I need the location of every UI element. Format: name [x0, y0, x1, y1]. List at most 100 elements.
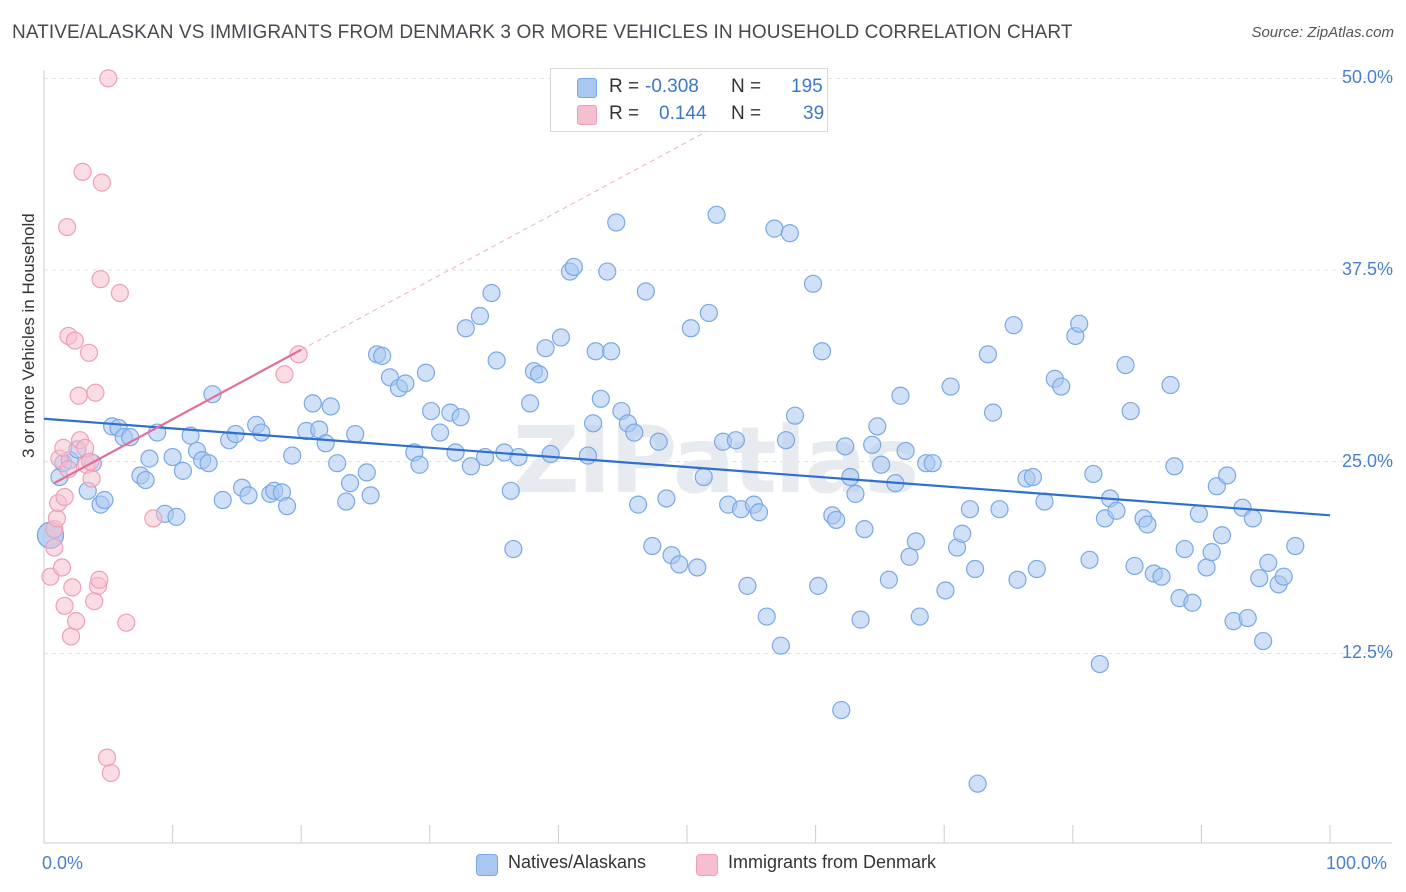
point-natives [879, 570, 899, 589]
point-natives [941, 377, 960, 396]
trend-line-natives [43, 417, 1331, 517]
point-denmark [63, 578, 82, 597]
point-natives [410, 455, 429, 474]
point-natives [283, 446, 302, 465]
point-natives [1107, 501, 1126, 520]
point-natives [536, 339, 555, 358]
point-denmark [117, 613, 136, 632]
point-denmark [85, 592, 104, 611]
legend-swatch-blue [577, 78, 597, 98]
point-natives [1121, 401, 1140, 421]
point-natives [607, 213, 626, 232]
point-natives [1152, 567, 1171, 586]
legend-r-label: R = [609, 76, 640, 97]
gridlines [44, 77, 1392, 654]
point-natives [1189, 504, 1208, 523]
point-natives [657, 489, 676, 508]
point-natives [337, 492, 356, 511]
point-natives [1116, 355, 1135, 375]
point-denmark [101, 763, 120, 783]
point-denmark [79, 343, 99, 362]
point-natives [591, 389, 610, 408]
point-natives [1202, 543, 1221, 562]
point-natives [584, 414, 603, 433]
point-natives [173, 461, 192, 480]
point-natives [688, 558, 707, 577]
x-tick-label-min: 0.0% [42, 853, 84, 873]
point-natives [340, 474, 360, 493]
point-natives [482, 283, 501, 303]
point-natives [509, 447, 528, 467]
point-natives [1023, 467, 1043, 487]
point-natives [896, 441, 915, 461]
point-natives [983, 403, 1003, 422]
point-natives [602, 342, 621, 361]
bottom-legend-swatch-pink [696, 854, 718, 876]
correlation-legend: R = -0.308 N = 195 R = 0.144 N = 39 [550, 68, 828, 132]
point-natives [846, 484, 865, 503]
point-denmark [73, 162, 92, 181]
point-denmark [97, 748, 117, 767]
point-natives [757, 607, 776, 626]
bottom-legend-label: Immigrants from Denmark [728, 852, 937, 872]
point-natives [446, 443, 465, 462]
point-natives [771, 636, 790, 655]
point-natives [1125, 556, 1144, 576]
legend-swatch-pink [577, 105, 597, 125]
point-natives [832, 700, 851, 720]
point-natives [252, 423, 271, 442]
point-natives [1175, 539, 1194, 559]
point-natives [629, 495, 648, 514]
point-natives [199, 454, 218, 473]
point-natives [643, 536, 662, 556]
legend-r-label: R = [609, 103, 640, 124]
legend-r-value: 0.144 [659, 103, 707, 124]
point-denmark [65, 331, 84, 350]
point-natives [699, 303, 718, 323]
point-natives [809, 576, 828, 595]
bottom-legend-swatch-blue [476, 854, 498, 876]
point-denmark [61, 627, 81, 646]
point-natives [749, 503, 769, 522]
point-natives [213, 490, 232, 510]
point-natives [1090, 654, 1109, 674]
point-natives [541, 444, 560, 464]
point-natives [564, 257, 583, 277]
point-natives [470, 306, 490, 326]
point-natives [456, 319, 475, 338]
point-denmark [91, 270, 110, 289]
point-natives [694, 467, 713, 487]
point-natives [1274, 567, 1293, 586]
point-denmark [52, 558, 72, 577]
point-natives [841, 467, 860, 487]
point-natives [1161, 375, 1180, 395]
y-axis-title: 3 or more Vehicles in Household [19, 213, 38, 458]
point-denmark [67, 612, 86, 631]
point-natives [681, 319, 700, 338]
y-tick-label: 12.5% [1341, 642, 1393, 663]
point-natives [140, 449, 159, 468]
point-natives [738, 576, 757, 595]
point-natives [321, 397, 340, 416]
point-natives [936, 581, 955, 600]
point-natives [812, 342, 832, 361]
point-natives [1165, 457, 1184, 476]
point-natives [416, 363, 436, 382]
point-natives [530, 365, 549, 384]
point-natives [163, 447, 182, 467]
point-natives [1212, 526, 1232, 545]
point-natives [487, 351, 506, 370]
point-denmark [82, 469, 101, 488]
point-natives [578, 446, 598, 465]
trend-line-denmark-extension [300, 120, 726, 351]
legend-n-value: 39 [803, 103, 825, 124]
point-natives [965, 559, 985, 579]
point-natives [461, 457, 481, 476]
point-natives [357, 463, 376, 482]
point-denmark [90, 570, 109, 589]
point-natives [872, 455, 891, 474]
trend-lines [43, 120, 1331, 517]
point-natives [1052, 377, 1071, 396]
y-tick-label: 37.5% [1341, 259, 1393, 279]
